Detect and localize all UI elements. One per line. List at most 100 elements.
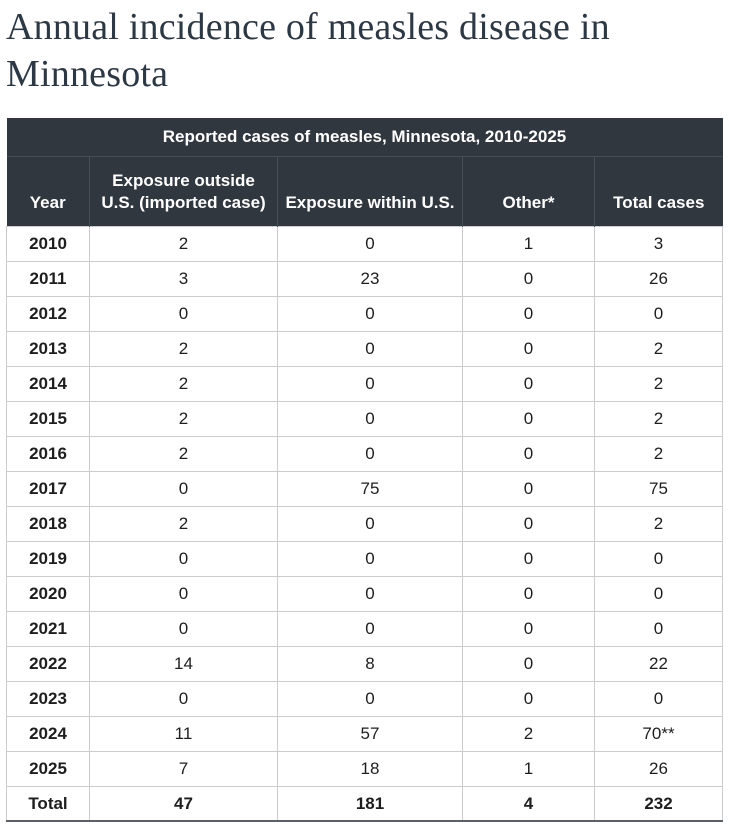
column-header-year: Year [6,156,90,227]
data-cell-other: 0 [462,540,595,577]
data-cell-exposure-within-us: 0 [277,330,463,367]
data-cell-exposure-outside-us: 11 [89,715,278,752]
year-cell: 2023 [6,680,90,717]
data-cell-exposure-outside-us: 0 [89,680,278,717]
year-cell: 2012 [6,295,90,332]
year-cell: 2022 [6,645,90,682]
table-row-2018: 2018 2 0 0 2 [6,505,723,542]
data-cell-exposure-within-us: 18 [277,750,463,787]
year-cell: 2015 [6,400,90,437]
data-cell-exposure-within-us: 0 [277,295,463,332]
data-cell-exposure-outside-us: 0 [89,540,278,577]
data-cell-exposure-outside-us: 0 [89,295,278,332]
table-row-2019: 2019 0 0 0 0 [6,540,723,577]
data-cell-total-cases: 0 [594,575,723,612]
data-cell-other: 0 [462,680,595,717]
data-cell-exposure-outside-us: 0 [89,575,278,612]
data-cell-exposure-within-us: 0 [277,365,463,402]
data-cell-exposure-outside-us: 2 [89,225,278,262]
table-header-row: Year Exposure outside U.S. (imported case… [6,156,723,227]
total-label-cell: Total [6,785,90,823]
table-row-2015: 2015 2 0 0 2 [6,400,723,437]
total-row: Total 47 181 4 232 [6,785,723,823]
data-cell-exposure-outside-us: 2 [89,330,278,367]
data-cell-total-cases: 26 [594,260,723,297]
data-cell-other: 0 [462,260,595,297]
year-cell: 2011 [6,260,90,297]
data-cell-other: 0 [462,365,595,402]
data-cell-exposure-within-us: 0 [277,435,463,472]
data-cell-other: 0 [462,575,595,612]
data-cell-total-cases: 3 [594,225,723,262]
data-cell-total-cases: 22 [594,645,723,682]
data-cell-other: 0 [462,470,595,507]
data-cell-total-cases: 2 [594,400,723,437]
data-cell-other: 1 [462,750,595,787]
data-cell-total-cases: 26 [594,750,723,787]
data-cell-total-cases: 0 [594,680,723,717]
data-cell-exposure-outside-us: 3 [89,260,278,297]
year-cell: 2017 [6,470,90,507]
table-row-2022: 2022 14 8 0 22 [6,645,723,682]
data-cell-exposure-within-us: 8 [277,645,463,682]
data-cell-exposure-within-us: 0 [277,680,463,717]
column-header-exposure-outside-us: Exposure outside U.S. (imported case) [89,156,278,227]
data-cell-exposure-within-us: 23 [277,260,463,297]
table-row-2014: 2014 2 0 0 2 [6,365,723,402]
data-cell-total-cases: 75 [594,470,723,507]
data-cell-other: 0 [462,400,595,437]
data-cell-exposure-within-us: 0 [277,505,463,542]
data-cell-total-cases: 70** [594,715,723,752]
year-cell: 2010 [6,225,90,262]
year-cell: 2020 [6,575,90,612]
column-header-total-cases: Total cases [594,156,723,227]
data-cell-exposure-within-us: 181 [277,785,463,823]
year-cell: 2025 [6,750,90,787]
year-cell: 2019 [6,540,90,577]
measles-cases-table: Reported cases of measles, Minnesota, 20… [6,118,723,823]
table-caption-row: Reported cases of measles, Minnesota, 20… [6,118,723,157]
data-cell-exposure-outside-us: 2 [89,435,278,472]
data-cell-other: 1 [462,225,595,262]
year-cell: 2016 [6,435,90,472]
data-cell-exposure-within-us: 57 [277,715,463,752]
data-cell-exposure-outside-us: 7 [89,750,278,787]
data-cell-other: 0 [462,295,595,332]
data-cell-other: 0 [462,505,595,542]
data-cell-other: 0 [462,435,595,472]
data-cell-total-cases: 0 [594,540,723,577]
column-header-other: Other* [462,156,595,227]
table-head: Reported cases of measles, Minnesota, 20… [6,118,723,227]
data-cell-other: 0 [462,610,595,647]
table-row-2013: 2013 2 0 0 2 [6,330,723,367]
data-cell-exposure-outside-us: 0 [89,470,278,507]
table-row-2025: 2025 7 18 1 26 [6,750,723,787]
data-cell-other: 4 [462,785,595,823]
data-cell-exposure-within-us: 0 [277,400,463,437]
table-row-2020: 2020 0 0 0 0 [6,575,723,612]
year-cell: 2014 [6,365,90,402]
data-cell-total-cases: 0 [594,610,723,647]
data-cell-total-cases: 2 [594,365,723,402]
data-cell-total-cases: 2 [594,435,723,472]
page-title: Annual incidence of measles disease in M… [6,6,610,95]
data-cell-exposure-outside-us: 47 [89,785,278,823]
table-row-2016: 2016 2 0 0 2 [6,435,723,472]
data-cell-exposure-outside-us: 14 [89,645,278,682]
data-cell-other: 0 [462,330,595,367]
data-cell-exposure-within-us: 0 [277,575,463,612]
year-cell: 2018 [6,505,90,542]
data-cell-other: 2 [462,715,595,752]
table-body: 2010 2 0 1 3 2011 3 23 0 26 2012 0 0 0 0 2013 2 0 0 2 2014 2 0… [6,225,723,823]
column-header-exposure-within-us: Exposure within U.S. [277,156,463,227]
data-cell-total-cases: 232 [594,785,723,823]
table-row-2023: 2023 0 0 0 0 [6,680,723,717]
data-cell-exposure-outside-us: 2 [89,505,278,542]
data-cell-exposure-outside-us: 0 [89,610,278,647]
data-cell-other: 0 [462,645,595,682]
data-cell-exposure-outside-us: 2 [89,365,278,402]
data-cell-total-cases: 0 [594,295,723,332]
table-row-2017: 2017 0 75 0 75 [6,470,723,507]
table-row-2011: 2011 3 23 0 26 [6,260,723,297]
